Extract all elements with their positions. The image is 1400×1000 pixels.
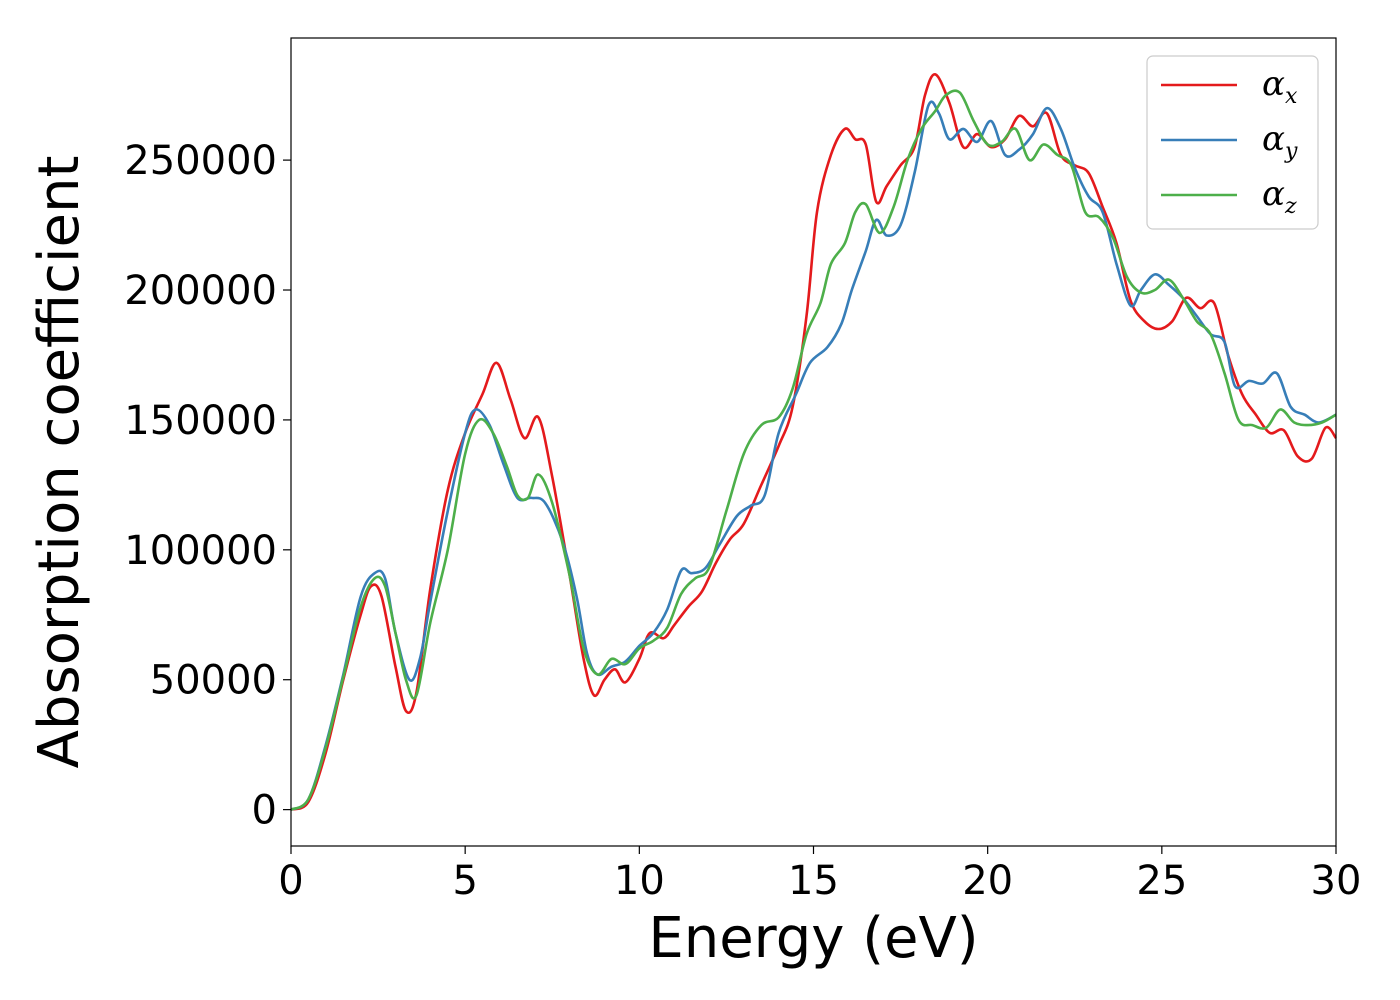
x-axis-ticks: 0 5 10 15 20 25 30 [278, 846, 1361, 904]
series-line-alpha-z [290, 89, 1337, 811]
x-tick-label: 5 [452, 858, 477, 904]
series-line-alpha-y [290, 100, 1337, 811]
x-axis-label: Energy (eV) [648, 906, 978, 971]
x-tick-label: 10 [614, 858, 665, 904]
y-tick-label: 250000 [124, 138, 277, 184]
y-tick-label: 200000 [124, 268, 277, 314]
y-tick-label: 150000 [124, 398, 277, 444]
x-tick-label: 0 [278, 858, 303, 904]
x-tick-label: 25 [1136, 858, 1187, 904]
legend-label-alpha-z: αz [1262, 174, 1297, 219]
legend-box [1146, 55, 1319, 230]
y-axis-label: Absorption coefficient [27, 156, 92, 769]
y-tick-label: 100000 [124, 528, 277, 574]
y-axis-ticks: 0 50000 100000 150000 200000 250000 [124, 138, 291, 834]
x-tick-label: 20 [962, 858, 1013, 904]
y-tick-label: 50000 [150, 658, 277, 704]
x-tick-label: 30 [1311, 858, 1362, 904]
y-tick-label: 0 [252, 788, 277, 834]
legend: αx αy αz [1146, 55, 1319, 230]
series-layer [290, 73, 1338, 811]
legend-label-alpha-y: αy [1262, 119, 1298, 164]
legend-label-alpha-x: αx [1262, 64, 1298, 109]
x-tick-label: 15 [788, 858, 839, 904]
